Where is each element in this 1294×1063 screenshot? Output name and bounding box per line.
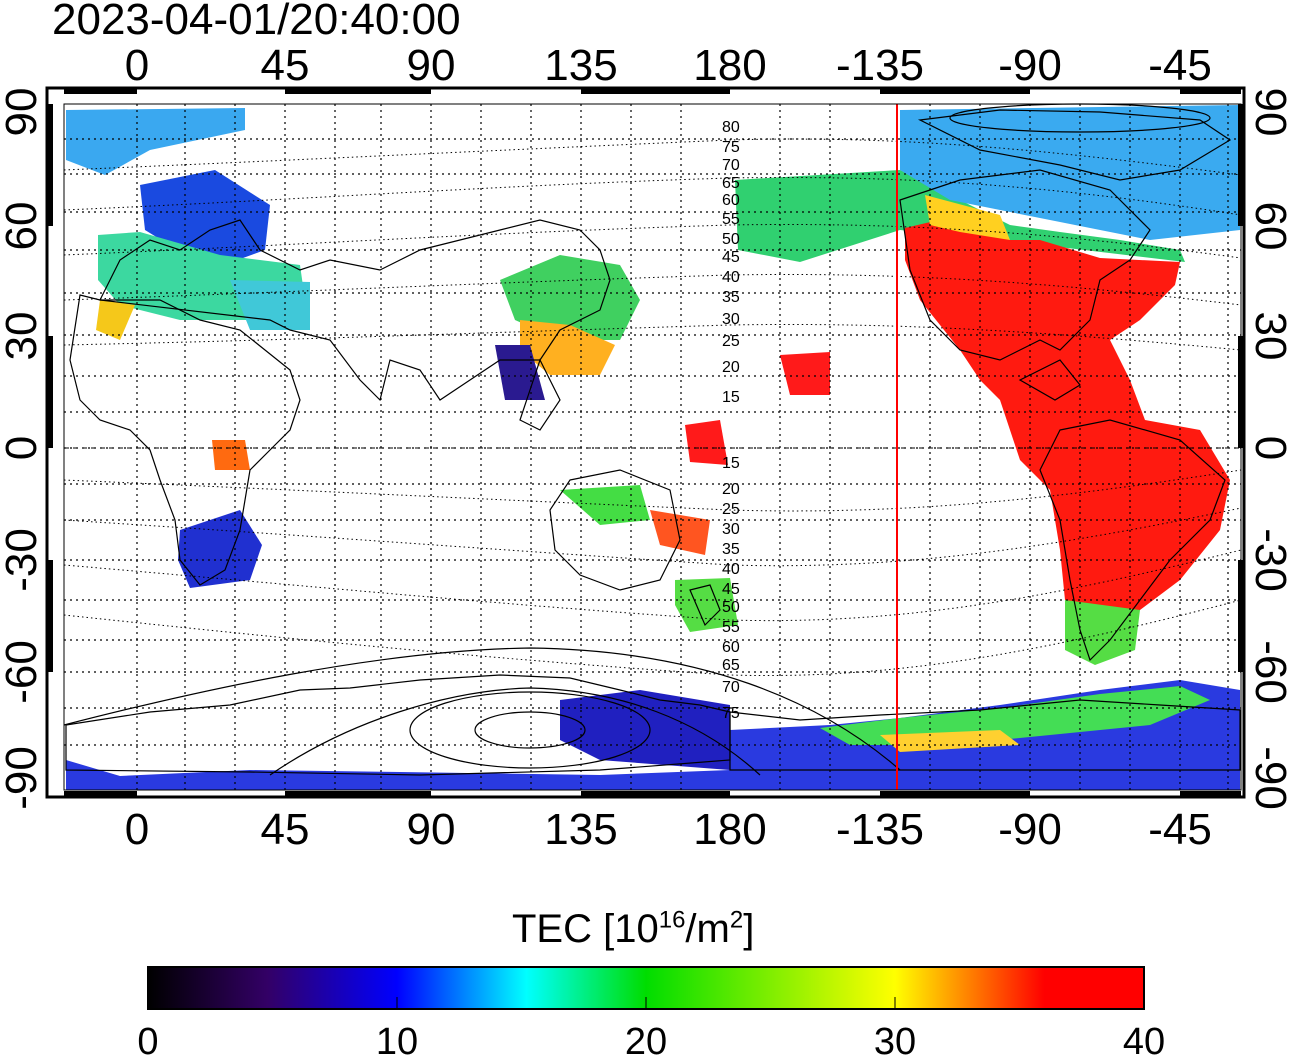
lon-label-bottom: 45 — [260, 805, 310, 854]
tec-patch — [212, 440, 250, 470]
lon-label-top: 0 — [124, 41, 150, 90]
lon-label-bottom: 0 — [124, 805, 150, 854]
contour-label: 20 — [722, 359, 740, 376]
tec-patch — [96, 300, 135, 340]
colorbar-tick-label: 10 — [375, 1021, 419, 1063]
contour-label: 20 — [722, 481, 740, 498]
contour-label: 35 — [722, 289, 740, 306]
lon-label-top: 45 — [260, 41, 310, 90]
contour-label: 30 — [722, 311, 740, 328]
lon-label-top: -45 — [1148, 41, 1212, 90]
contour-label: 40 — [722, 269, 740, 286]
lon-label-top: -135 — [835, 41, 925, 90]
tec-patch — [650, 510, 710, 555]
lon-label-bottom: 180 — [693, 805, 767, 854]
tec-patch — [685, 420, 728, 465]
tec-data-layer — [66, 105, 1240, 790]
tec-patch — [560, 485, 650, 525]
map-timestamp: 2023-04-01/20:40:00 — [52, 0, 461, 44]
tec-patch — [66, 108, 245, 175]
contour-label: 50 — [722, 599, 740, 616]
contour-label: 15 — [722, 455, 740, 472]
contour-label: 70 — [722, 679, 740, 696]
contour-label: 15 — [722, 389, 740, 406]
frame-ticks — [47, 88, 1244, 797]
tec-patch — [905, 215, 1230, 620]
contour-label: 45 — [722, 249, 740, 266]
contour-label: 80 — [722, 119, 740, 136]
lon-label-top: -90 — [998, 41, 1062, 90]
contour-label: 25 — [722, 333, 740, 350]
contour-label: 50 — [722, 231, 740, 248]
colorbar-tick-label: 40 — [1122, 1021, 1166, 1063]
contour-label: 75 — [722, 139, 740, 156]
lon-label-bottom: -45 — [1148, 805, 1212, 854]
tec-patch — [520, 320, 615, 375]
lon-label-top: 90 — [406, 41, 456, 90]
contour-label: 40 — [722, 561, 740, 578]
lon-label-top: 135 — [544, 41, 618, 90]
tec-patch — [1065, 600, 1140, 665]
magnetic-contours — [63, 138, 1242, 677]
tec-patch — [230, 280, 310, 330]
lon-label-bottom: -90 — [998, 805, 1062, 854]
contour-label: 65 — [722, 175, 740, 192]
contour-label: 70 — [722, 157, 740, 174]
colorbar-title: TEC [1016/m2] — [512, 906, 755, 951]
contour-labels-north: 80 75 70 65 60 55 50 45 40 35 30 25 20 1… — [722, 119, 740, 406]
tec-patch — [900, 105, 1240, 240]
tec-patch — [560, 690, 730, 770]
contour-label: 55 — [722, 211, 740, 228]
lon-label-bottom: -135 — [835, 805, 925, 854]
lon-label-bottom: 135 — [544, 805, 618, 854]
tec-patch — [178, 510, 262, 588]
tec-patch — [820, 686, 1210, 745]
contour-labels-south: 15 20 25 30 35 40 45 50 55 60 65 70 75 — [722, 455, 740, 722]
contour-label: 55 — [722, 619, 740, 636]
colorbar-tick-label: 0 — [137, 1021, 159, 1063]
coastlines — [65, 109, 1241, 776]
contour-label: 45 — [722, 581, 740, 598]
contour-label: 60 — [722, 192, 740, 209]
contour-label: 75 — [722, 705, 740, 722]
lon-label-top: 180 — [693, 41, 767, 90]
contour-label: 65 — [722, 657, 740, 674]
graticule — [64, 104, 1241, 790]
contour-label: 30 — [722, 521, 740, 538]
colorbar-tick-label: 20 — [624, 1021, 668, 1063]
lon-label-bottom: 90 — [406, 805, 456, 854]
contour-label: 25 — [722, 501, 740, 518]
tec-patch — [880, 730, 1020, 752]
tec-patch — [500, 255, 640, 340]
colorbar-ticks — [396, 997, 896, 1009]
contour-label: 60 — [722, 639, 740, 656]
colorbar-tick-label: 30 — [873, 1021, 917, 1063]
tec-patch — [780, 352, 830, 395]
contour-label: 35 — [722, 541, 740, 558]
tec-patch — [495, 345, 545, 400]
